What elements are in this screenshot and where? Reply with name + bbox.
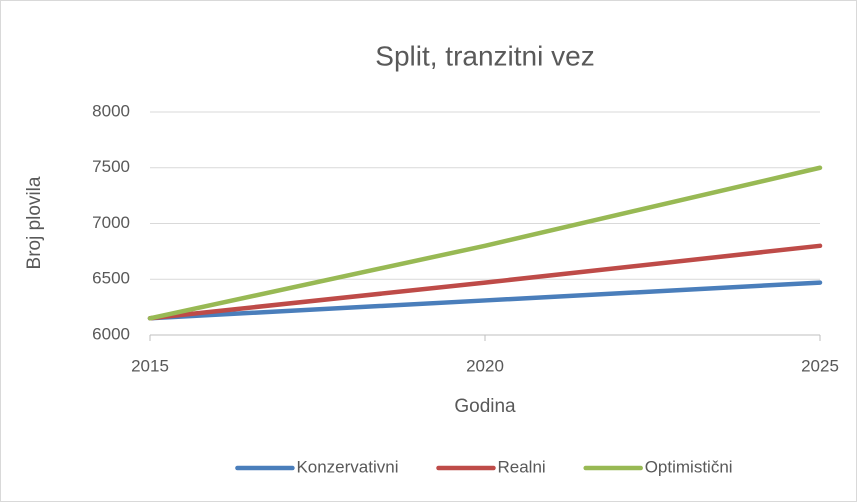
legend-label: Realni xyxy=(498,457,546,476)
y-tick-label: 8000 xyxy=(92,101,130,120)
legend-label: Optimistični xyxy=(645,457,733,476)
y-tick-label: 6000 xyxy=(92,324,130,343)
y-tick-label: 7500 xyxy=(92,157,130,176)
y-tick-label: 6500 xyxy=(92,269,130,288)
series-line xyxy=(147,243,823,321)
x-tick-label: 2015 xyxy=(131,356,169,375)
x-axis-label: Godina xyxy=(454,396,516,417)
x-tick-label: 2025 xyxy=(801,356,839,375)
y-tick-label: 7000 xyxy=(92,213,130,232)
x-tick-label: 2020 xyxy=(466,356,504,375)
chart-title: Split, tranzitni vez xyxy=(375,40,594,71)
series-line xyxy=(147,280,823,321)
y-axis-label: Broj plovila xyxy=(24,176,45,269)
legend-label: Konzervativni xyxy=(296,457,398,476)
series-line xyxy=(147,165,823,321)
